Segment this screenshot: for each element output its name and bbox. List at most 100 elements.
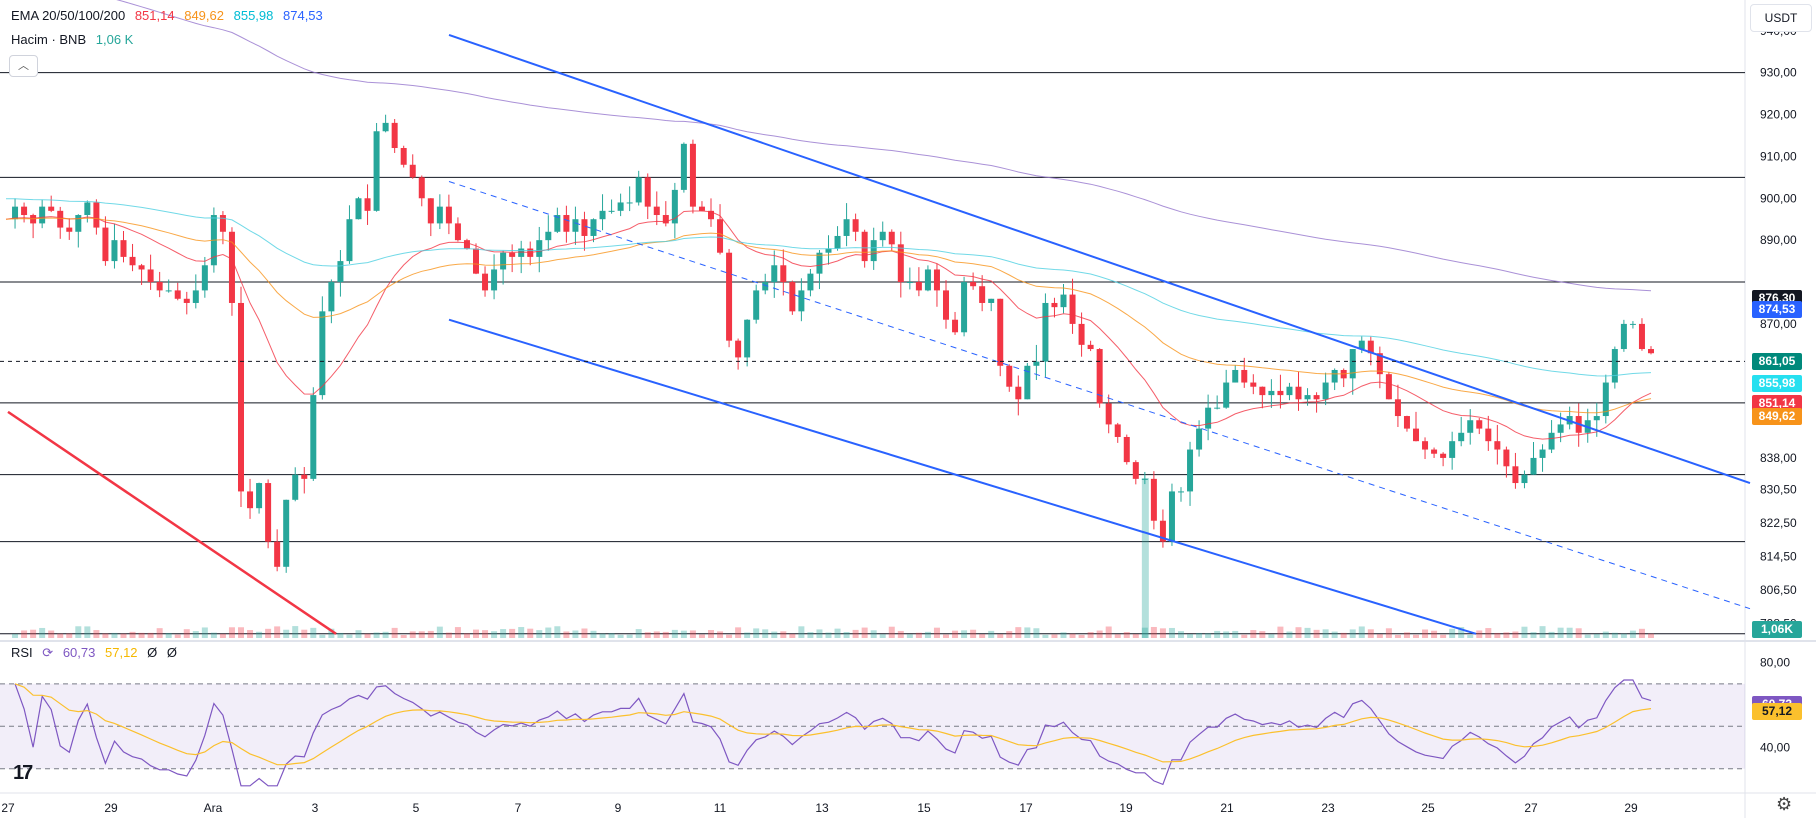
candle-body[interactable]: [292, 474, 299, 500]
candle-body[interactable]: [165, 290, 172, 292]
candle-body[interactable]: [545, 231, 552, 241]
candle-body[interactable]: [12, 206, 19, 220]
candle-body[interactable]: [1602, 382, 1609, 417]
candle-body[interactable]: [147, 269, 154, 283]
candle-body[interactable]: [554, 215, 561, 232]
candle-body[interactable]: [1638, 323, 1645, 350]
candle-body[interactable]: [870, 240, 877, 262]
candle-body[interactable]: [219, 215, 226, 232]
candle-body[interactable]: [301, 474, 308, 479]
candle-body[interactable]: [1485, 428, 1492, 442]
candle-body[interactable]: [1132, 462, 1139, 479]
candle-body[interactable]: [717, 219, 724, 253]
candle-body[interactable]: [897, 244, 904, 283]
candle-body[interactable]: [1096, 349, 1103, 404]
candle-body[interactable]: [708, 210, 714, 220]
candle-body[interactable]: [952, 319, 959, 333]
candle-body[interactable]: [1051, 302, 1058, 308]
candle-body[interactable]: [382, 122, 389, 132]
candle-body[interactable]: [1024, 365, 1031, 400]
candle-body[interactable]: [84, 202, 91, 216]
candle-body[interactable]: [1060, 294, 1067, 308]
candle-body[interactable]: [970, 282, 977, 287]
candle-body[interactable]: [102, 227, 109, 262]
candle-body[interactable]: [635, 177, 642, 203]
candle-body[interactable]: [129, 256, 136, 266]
candle-body[interactable]: [473, 248, 479, 274]
candle-body[interactable]: [924, 269, 931, 291]
candle-body[interactable]: [1548, 432, 1555, 450]
candle-body[interactable]: [1196, 428, 1203, 450]
candle-body[interactable]: [337, 261, 344, 283]
candle-body[interactable]: [933, 269, 940, 291]
candle-body[interactable]: [1431, 449, 1438, 454]
candle-body[interactable]: [111, 240, 118, 262]
candle-body[interactable]: [1476, 420, 1483, 429]
candle-body[interactable]: [418, 177, 425, 199]
candle-body[interactable]: [1123, 436, 1130, 463]
candle-body[interactable]: [1593, 416, 1600, 421]
ema-100-line[interactable]: [5, 198, 1652, 377]
candle-body[interactable]: [355, 198, 362, 220]
candle-body[interactable]: [1512, 466, 1519, 484]
volume-legend[interactable]: Hacim · BNB 1,06 K: [11, 32, 139, 47]
candle-body[interactable]: [1223, 382, 1230, 408]
currency-selector[interactable]: USDT: [1750, 4, 1812, 32]
candle-body[interactable]: [183, 298, 190, 303]
candle-body[interactable]: [1078, 323, 1085, 345]
candle-body[interactable]: [1114, 424, 1121, 437]
candle-body[interactable]: [762, 282, 769, 291]
candle-body[interactable]: [662, 215, 669, 224]
candle-body[interactable]: [1494, 441, 1501, 450]
candle-body[interactable]: [174, 290, 181, 299]
candle-body[interactable]: [373, 131, 380, 211]
candle-body[interactable]: [861, 231, 868, 262]
candle-body[interactable]: [1187, 449, 1194, 492]
candle-body[interactable]: [1331, 369, 1338, 383]
rsi-line[interactable]: [14, 679, 1652, 787]
candle-body[interactable]: [328, 282, 335, 312]
candle-body[interactable]: [1413, 428, 1419, 442]
red-downtrend-line[interactable]: [7, 410, 337, 635]
candle-body[interactable]: [1620, 323, 1627, 350]
candle-body[interactable]: [509, 252, 516, 257]
candle-body[interactable]: [48, 206, 55, 211]
ema-legend[interactable]: EMA 20/50/100/200 851,14 849,62 855,98 8…: [11, 8, 329, 23]
candle-body[interactable]: [698, 206, 705, 211]
candle-body[interactable]: [563, 215, 570, 232]
candle-body[interactable]: [879, 231, 886, 241]
candle-body[interactable]: [1449, 441, 1456, 458]
rsi-settings-icon[interactable]: ⟳: [42, 645, 54, 660]
candle-body[interactable]: [436, 206, 443, 224]
rsi-legend[interactable]: RSI ⟳ 60,73 57,12 Ø Ø: [11, 645, 183, 661]
candle-body[interactable]: [156, 282, 163, 291]
candle-body[interactable]: [644, 177, 651, 207]
candle-body[interactable]: [1250, 382, 1257, 387]
candle-body[interactable]: [581, 219, 588, 236]
candle-body[interactable]: [228, 231, 235, 303]
candle-body[interactable]: [1648, 349, 1654, 354]
gear-icon[interactable]: ⚙: [1776, 794, 1793, 814]
candle-body[interactable]: [735, 340, 742, 358]
candle-body[interactable]: [1214, 407, 1221, 409]
candle-body[interactable]: [1150, 478, 1157, 521]
candle-body[interactable]: [816, 252, 823, 274]
candle-body[interactable]: [1232, 369, 1239, 383]
candle-body[interactable]: [518, 248, 525, 257]
candle-body[interactable]: [590, 219, 597, 236]
candle-body[interactable]: [617, 202, 624, 211]
candle-body[interactable]: [753, 290, 760, 320]
volume-bar-spike[interactable]: [1141, 478, 1149, 638]
candle-body[interactable]: [906, 282, 913, 284]
candle-body[interactable]: [1042, 302, 1049, 362]
collapse-legend-button[interactable]: ︿: [9, 55, 38, 77]
ema-50-line[interactable]: [5, 217, 1652, 414]
candle-body[interactable]: [626, 202, 633, 204]
candle-body[interactable]: [1403, 416, 1410, 429]
candle-body[interactable]: [572, 219, 579, 232]
candle-body[interactable]: [1503, 449, 1510, 467]
ema-200-line[interactable]: [6, 0, 1652, 292]
candle-body[interactable]: [1557, 424, 1564, 433]
candle-body[interactable]: [400, 148, 407, 165]
candle-body[interactable]: [798, 290, 805, 312]
